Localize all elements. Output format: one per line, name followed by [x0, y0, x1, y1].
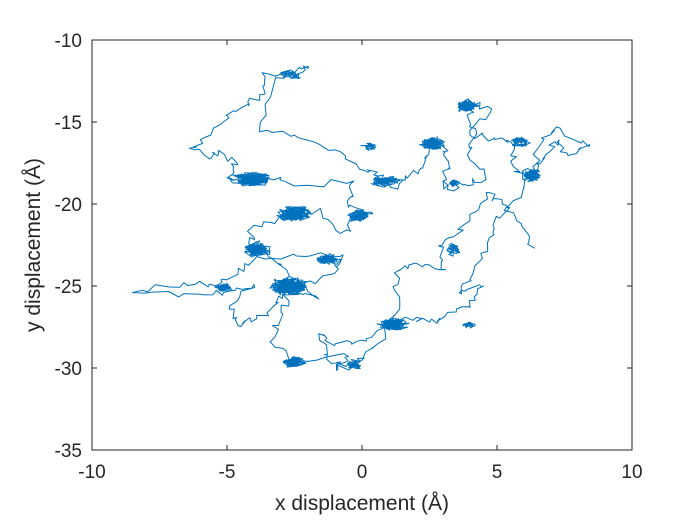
x-axis-label: x displacement (Å) [275, 492, 449, 515]
trajectory-cluster [360, 142, 377, 151]
y-tick-label: -25 [55, 277, 82, 298]
x-tick-label: 0 [357, 462, 368, 483]
x-tick-label: -5 [219, 462, 236, 483]
trajectory-cluster [446, 242, 461, 257]
trajectory-cluster [214, 282, 233, 292]
trajectory-cluster [347, 209, 369, 222]
trajectory-cluster [510, 136, 531, 148]
trajectory-cluster [316, 253, 342, 265]
plot-area [92, 40, 632, 450]
trajectory-cluster [269, 276, 308, 296]
y-tick-label: -20 [55, 195, 82, 216]
y-tick-label: -10 [55, 31, 82, 52]
y-tick-label: -30 [55, 359, 82, 380]
trajectory-cluster [244, 240, 271, 258]
trajectory-cluster [457, 98, 480, 113]
trajectory-cluster [279, 69, 301, 79]
trajectory-cluster [449, 179, 460, 187]
trajectory-layer [132, 65, 591, 371]
trajectory-cluster [522, 168, 541, 183]
x-tick-label: -10 [78, 462, 105, 483]
trajectory-cluster [462, 321, 476, 329]
trajectory-cluster [370, 175, 401, 188]
trajectory-path [132, 65, 591, 371]
trajectory-cluster [276, 205, 312, 222]
trajectory-cluster [282, 356, 307, 368]
y-tick-label: -35 [55, 441, 82, 462]
trajectory-cluster [418, 135, 445, 150]
tick-layer: -10 -5 0 5 10 -35 -30 -25 -20 -15 -10 [55, 31, 643, 483]
y-axis-label: y displacement (Å) [22, 158, 45, 332]
trajectory-cluster [347, 361, 362, 370]
x-tick-label: 5 [492, 462, 503, 483]
trajectory-cluster [376, 317, 410, 331]
y-tick-label: -15 [55, 113, 82, 134]
x-tick-label: 10 [621, 462, 642, 483]
trajectory-cluster [232, 171, 270, 187]
